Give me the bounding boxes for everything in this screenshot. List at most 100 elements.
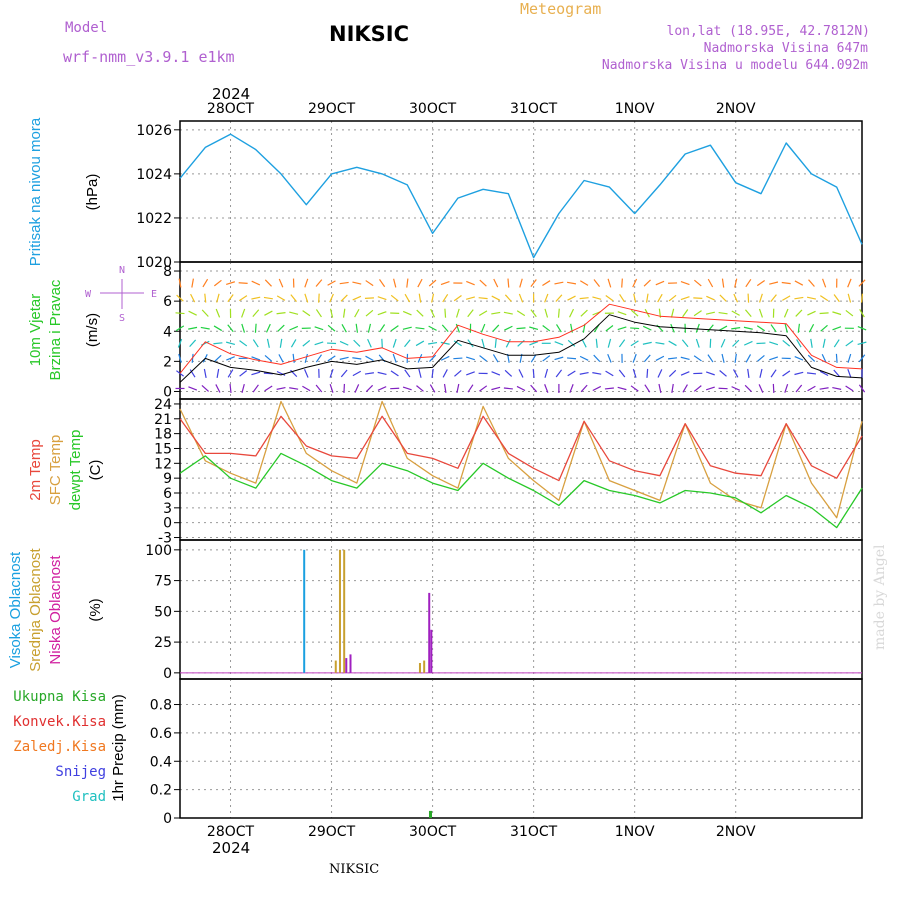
wind-arrow [646,368,649,378]
wind-arrow [695,338,700,348]
wind-arrow [530,384,538,393]
wind-arrow [579,355,589,361]
wind-arrow [229,383,232,393]
wind-arrow [618,339,626,348]
wind-ylabel-1: 10m Vjetar [27,294,44,367]
wind-arrow [581,339,587,348]
wind-arrow [327,355,336,362]
wind-arrow [757,354,765,362]
wind-arrow [289,311,299,315]
x-date-label-bottom: 1NOV [615,824,655,840]
wind-arrow [507,278,510,288]
wind-arrow [239,295,248,302]
precip-bar [428,810,432,818]
wind-arrow [365,384,374,393]
wind-arrow [392,353,397,363]
wind-arrow [201,385,210,392]
wind-arrow [251,280,261,286]
wind-arrow [845,309,854,317]
wind-arrow [808,323,815,333]
wind-arrow [453,295,462,302]
y-tick-label-wind: 8 [163,264,172,280]
wind-arrow [858,384,866,393]
wind-arrow [503,387,513,390]
x-date-label-top: 1NOV [615,101,655,117]
wind-arrow [569,384,574,393]
wind-arrow [214,354,222,362]
wind-arrow [302,385,311,392]
y-tick-label-wind: 4 [163,324,172,340]
wind-arrow [340,294,348,302]
wind-arrow [263,296,273,300]
wind-arrow [758,308,763,318]
wind-arrow [417,278,423,288]
x-date-label-top: 29OCT [308,101,356,117]
wind-arrow [402,310,412,316]
wind-arrow [784,383,789,393]
wind-arrow [428,342,438,345]
wind-arrow [441,324,449,333]
product-title: Meteogram [520,0,602,18]
wind-arrow [630,340,639,347]
cloud-bar-srednja-oblacnost [418,663,421,673]
wind-arrow [566,281,577,285]
wind-arrow [705,386,715,391]
wind-arrow [644,384,651,393]
y-tick-label-temperature: 21 [154,412,172,428]
cloud-bar-niska-oblacnost [428,592,431,673]
wind-arrow [329,308,334,318]
wind-arrow [695,323,700,333]
wind-arrow [632,353,637,363]
y-tick-label-wind: 2 [163,354,172,370]
precip-legend-0: Ukupna Kisa [13,689,106,705]
compass-n: N [119,265,125,276]
y-tick-label-precip: 0.6 [150,726,172,742]
wind-arrow [845,385,854,392]
wind-arrow [807,385,816,392]
wind-arrow [668,294,677,302]
wind-arrow [592,296,602,300]
wind-arrow [655,280,665,286]
wind-arrow [645,293,649,303]
wind-arrow [860,293,864,303]
wind-arrow [657,293,663,303]
wind-arrow [377,371,387,376]
wind-arrow [178,278,182,288]
cloud-bar-visoka-oblacnost [303,549,306,673]
wind-arrow [402,386,412,391]
wind-arrow [216,293,220,303]
wind-arrow [201,309,209,317]
wind-arrow [668,340,677,347]
wind-arrow [857,341,867,346]
wind-arrow [302,339,311,347]
wind-arrow [756,280,765,287]
wind-arrow [252,339,259,348]
temp-2m-ylabel: 2m Temp [27,439,44,500]
wind-arrow [479,279,487,287]
y-tick-label-temperature: -3 [158,531,172,547]
wind-arrow [832,386,842,390]
wind-arrow [642,341,652,345]
wind-arrow [289,387,299,390]
wind-arrow [554,281,564,285]
wind-arrow [744,309,752,318]
wind-arrow [655,342,665,345]
cloud-bar-srednja-oblacnost [338,549,341,673]
wind-arrow [530,309,537,318]
wind-arrow [671,383,674,393]
wind-arrow [734,278,738,288]
dewpt-ylabel: dewpt Temp [67,430,84,511]
y-tick-label-cloud: 25 [154,635,172,651]
wind-arrow [806,296,817,300]
wind-arrow [707,324,714,333]
wind-arrow [607,338,612,348]
wind-arrow [404,369,411,378]
wind-arrow [188,310,197,316]
wind-arrow [429,384,436,393]
wind-arrow [289,325,299,331]
wind-arrow [352,281,362,285]
wind-arrow [810,338,813,348]
wind-arrow [680,281,690,286]
